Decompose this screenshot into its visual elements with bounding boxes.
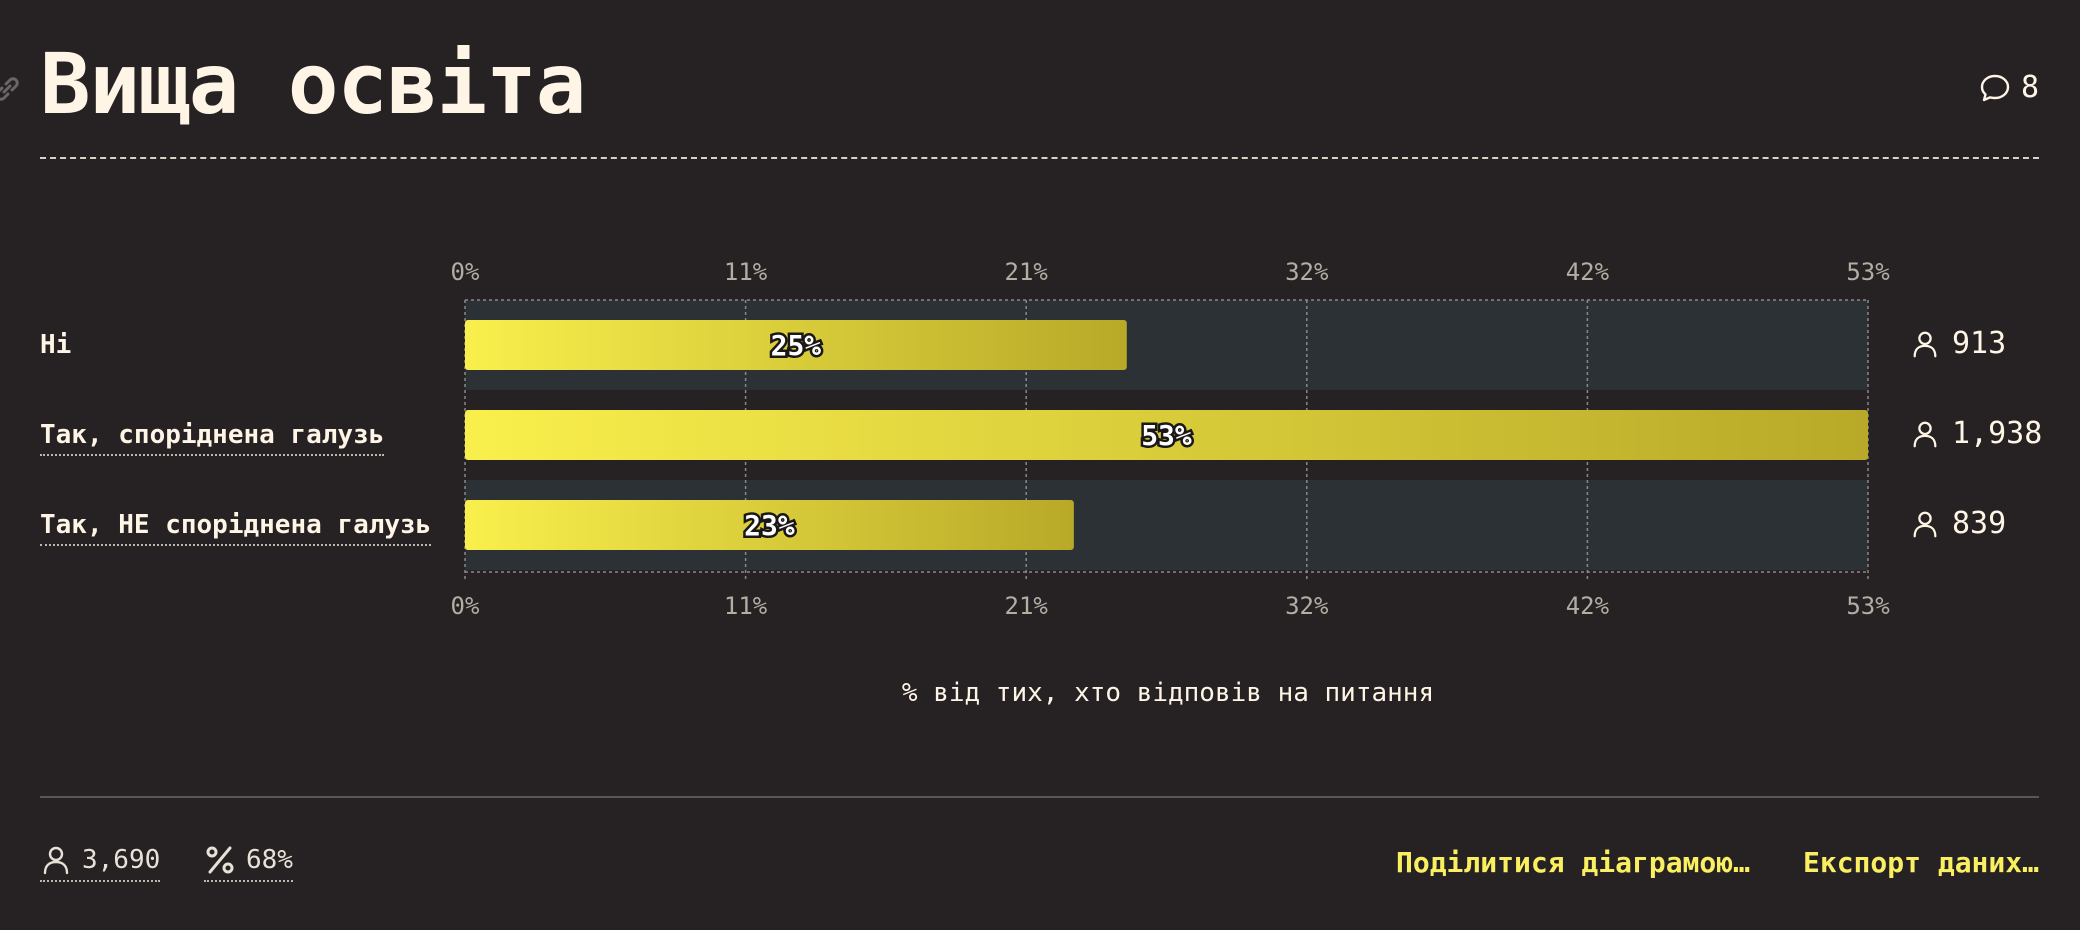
comments-button[interactable]: 8: [1979, 70, 2039, 105]
respondents-count: 3,690: [82, 845, 161, 875]
bar-value-label: 25%: [771, 329, 822, 362]
count-value: 1,938: [1952, 416, 2043, 451]
person-icon: [1913, 331, 1937, 357]
export-data-button[interactable]: Експорт даних…: [1802, 846, 2039, 879]
x-tick-label-top: 32%: [1285, 258, 1329, 286]
row-respondent-count: 913: [1910, 326, 2006, 361]
x-axis-label: % від тих, хто відповів на питання: [901, 678, 1435, 708]
x-tick-label-top: 11%: [724, 258, 768, 286]
header-divider: [40, 157, 2039, 159]
respondents-stat[interactable]: 3,690: [40, 844, 161, 882]
bar[interactable]: [465, 410, 1868, 460]
row-respondent-count: 1,938: [1910, 416, 2042, 451]
footer-divider: [40, 796, 2039, 798]
x-tick-label-top: 0%: [451, 258, 480, 286]
row-respondent-count: 839: [1910, 506, 2006, 541]
page-title: Вища освіта: [40, 35, 586, 133]
x-tick-label-bottom: 0%: [451, 592, 480, 620]
response-rate: 68%: [246, 845, 293, 875]
share-chart-button[interactable]: Поділитися діаграмою…: [1395, 846, 1750, 879]
x-tick-label-bottom: 11%: [724, 592, 768, 620]
count-value: 839: [1952, 506, 2007, 541]
speech-bubble-icon: [1980, 74, 2010, 101]
bar-value-label: 53%: [1141, 419, 1192, 452]
x-tick-label-bottom: 21%: [1005, 592, 1049, 620]
bar[interactable]: [465, 500, 1074, 550]
category-label[interactable]: Так, НЕ споріднена галузь: [40, 508, 432, 546]
percent-icon: [206, 846, 234, 874]
comments-count: 8: [2020, 70, 2039, 105]
bar[interactable]: [465, 320, 1127, 370]
category-label[interactable]: Так, споріднена галузь: [40, 418, 385, 456]
person-icon: [43, 846, 69, 875]
x-tick-label-top: 21%: [1005, 258, 1049, 286]
link-icon[interactable]: [0, 74, 22, 104]
count-value: 913: [1952, 326, 2007, 361]
x-tick-label-bottom: 53%: [1846, 592, 1890, 620]
x-tick-label-bottom: 32%: [1285, 592, 1329, 620]
bar-value-label: 23%: [744, 509, 795, 542]
person-icon: [1913, 511, 1937, 537]
person-icon: [1913, 421, 1937, 447]
response-rate-stat[interactable]: 68%: [204, 844, 293, 882]
category-label: Ні: [40, 330, 72, 360]
x-tick-label-bottom: 42%: [1566, 592, 1610, 620]
x-tick-label-top: 53%: [1846, 258, 1890, 286]
x-tick-label-top: 42%: [1566, 258, 1610, 286]
